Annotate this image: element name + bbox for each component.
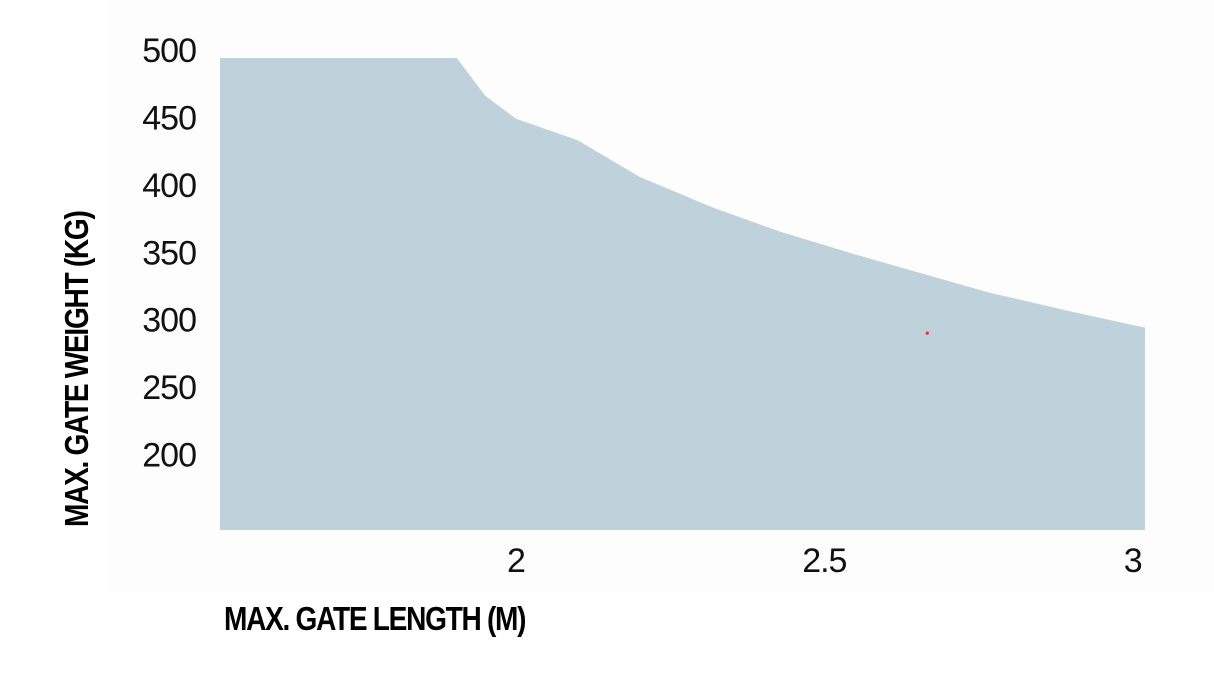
y-tick-label: 200: [142, 437, 196, 475]
area-series-0: [220, 58, 1145, 530]
x-tick-label: 2.5: [802, 542, 846, 580]
x-tick-label: 2: [507, 542, 525, 580]
y-axis-title: MAX. GATE WEIGHT (KG): [58, 211, 95, 528]
y-tick-label: 500: [142, 32, 196, 70]
y-tick-label: 350: [142, 234, 196, 272]
y-tick-label: 250: [142, 369, 196, 407]
y-tick-label: 450: [142, 99, 196, 137]
y-tick-label: 400: [142, 167, 196, 205]
x-tick-label: 3: [1124, 542, 1142, 580]
x-axis-title: MAX. GATE LENGTH (M): [224, 600, 526, 637]
marker-point-0: [925, 331, 929, 335]
y-tick-label: 300: [142, 302, 196, 340]
